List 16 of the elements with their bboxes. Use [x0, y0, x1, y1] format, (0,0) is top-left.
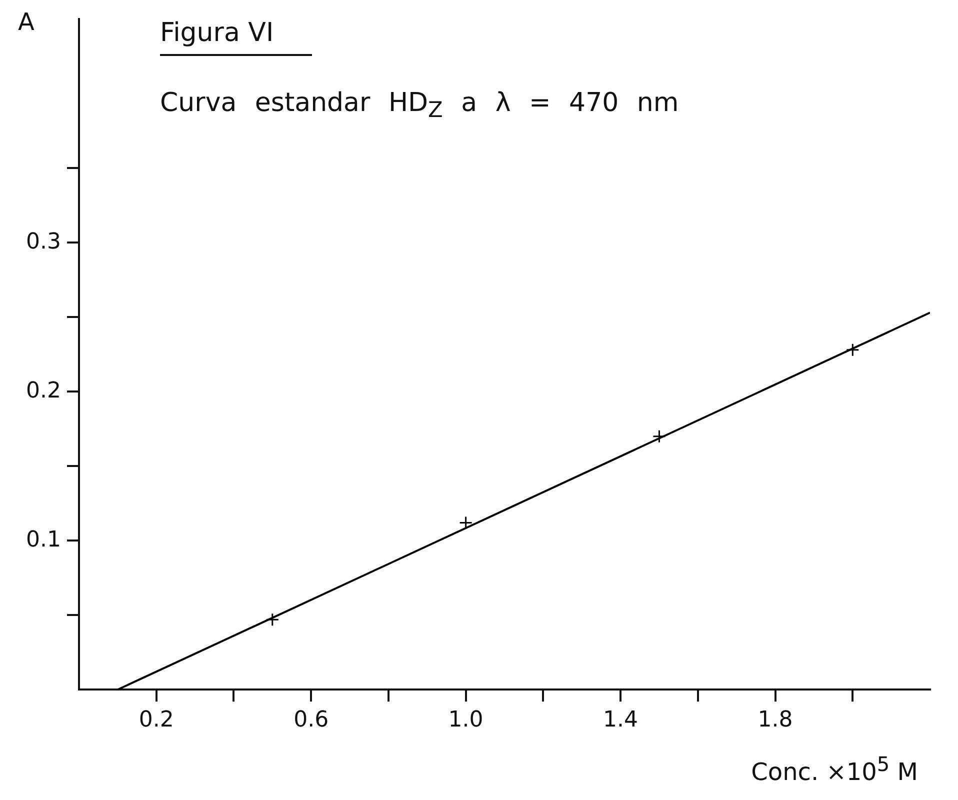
chart-title: Figura VI	[160, 18, 312, 56]
text: Curva estandar HD$_{Z}$ a λ = 470 nm	[160, 88, 679, 124]
point	[846, 343, 860, 357]
x-tick-label: 0.2	[138, 708, 174, 733]
y-tick-label: 0.1	[26, 527, 61, 552]
y-tick-label: 0.2	[26, 378, 61, 404]
point	[652, 430, 666, 444]
y-axis-title: A	[18, 8, 34, 36]
x-tick-label: 1.4	[603, 708, 638, 733]
point	[266, 612, 280, 626]
point	[459, 516, 473, 530]
x-tick-label: 1.8	[758, 708, 793, 733]
y-tick-label: 0.3	[26, 229, 61, 254]
x-tick-label: 0.6	[294, 708, 329, 733]
x-tick-label: 1.0	[448, 708, 484, 733]
x-axis-title: Conc. ×10$^{5}$ M	[751, 752, 918, 786]
